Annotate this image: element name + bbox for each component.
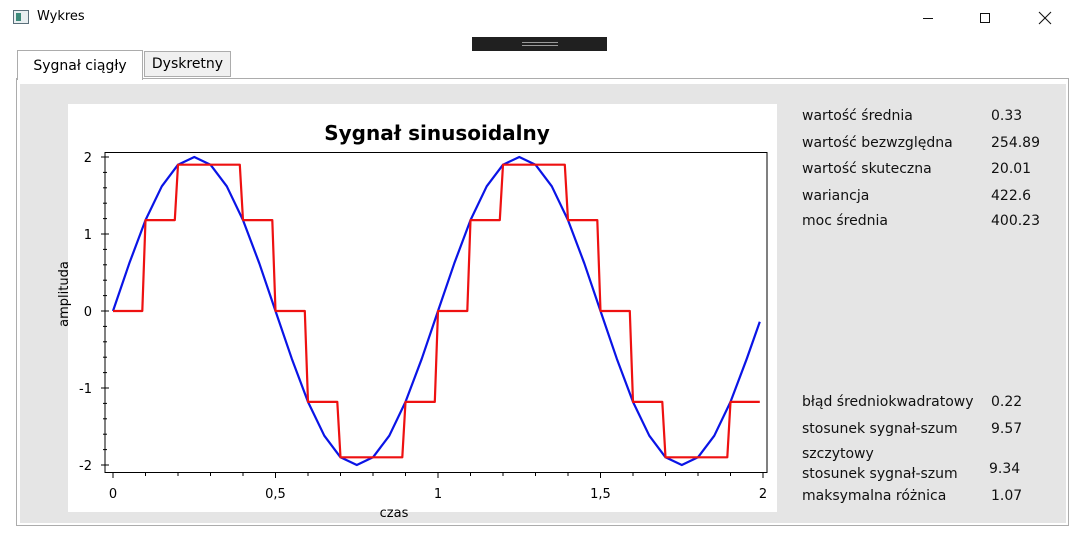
stat-value: 0.33 — [991, 108, 1023, 124]
stat-label: maksymalna różnica — [802, 488, 947, 504]
y-tick-label: 1 — [84, 228, 92, 243]
stat-value: 9.57 — [991, 421, 1023, 437]
maximize-button[interactable] — [962, 0, 1008, 36]
chart-title: Sygnał sinusoidalny — [324, 121, 550, 145]
stat-value: 254.89 — [991, 135, 1040, 151]
stat-value: 400.23 — [991, 213, 1040, 229]
stat-label: wartość bezwzględna — [802, 135, 953, 151]
stat-value: 0.22 — [991, 394, 1023, 410]
y-tick-label: -2 — [79, 459, 92, 474]
plot-frame — [104, 152, 768, 473]
maximize-icon — [980, 13, 990, 23]
x-tick-label: 1,5 — [590, 487, 611, 502]
minimize-icon — [923, 18, 933, 19]
x-tick-label: 2 — [759, 487, 767, 502]
y-axis-label: amplituda — [57, 261, 72, 327]
y-tick-label: 0 — [84, 305, 92, 320]
stat-value: 9.34 — [989, 461, 1021, 477]
stat-label: wariancja — [802, 188, 870, 204]
stat-label: szczytowy — [802, 446, 874, 462]
tab-sygnal-ciagly[interactable]: Sygnał ciągły — [17, 50, 143, 80]
stat-value: 422.6 — [991, 188, 1032, 204]
tab-dyskretny[interactable]: Dyskretny — [144, 51, 231, 77]
stat-label: błąd średniokwadratowy — [802, 394, 974, 410]
y-tick-label: -1 — [79, 382, 92, 397]
discrete-signal-line — [113, 163, 760, 459]
stat-value: 1.07 — [991, 488, 1023, 504]
x-tick-label: 0 — [109, 487, 117, 502]
app-icon — [13, 10, 29, 24]
stat-label: moc średnia — [802, 213, 888, 229]
y-tick-label: 2 — [84, 151, 92, 166]
minimize-button[interactable] — [905, 0, 951, 36]
x-tick-label: 0,5 — [265, 487, 286, 502]
stat-label: stosunek sygnał-szum — [802, 466, 958, 482]
close-button[interactable] — [1022, 0, 1068, 36]
drag-handle[interactable] — [472, 37, 607, 51]
stat-value: 20.01 — [991, 161, 1032, 177]
stat-label: stosunek sygnał-szum — [802, 421, 958, 437]
x-axis-label: czas — [380, 506, 409, 521]
stat-label: wartość średnia — [802, 108, 913, 124]
chart-area — [68, 104, 777, 512]
x-tick-label: 1 — [434, 487, 442, 502]
title-bar: Wykres — [0, 0, 1076, 36]
close-icon — [1038, 11, 1052, 25]
window-title: Wykres — [37, 9, 85, 24]
stat-label: wartość skuteczna — [802, 161, 932, 177]
